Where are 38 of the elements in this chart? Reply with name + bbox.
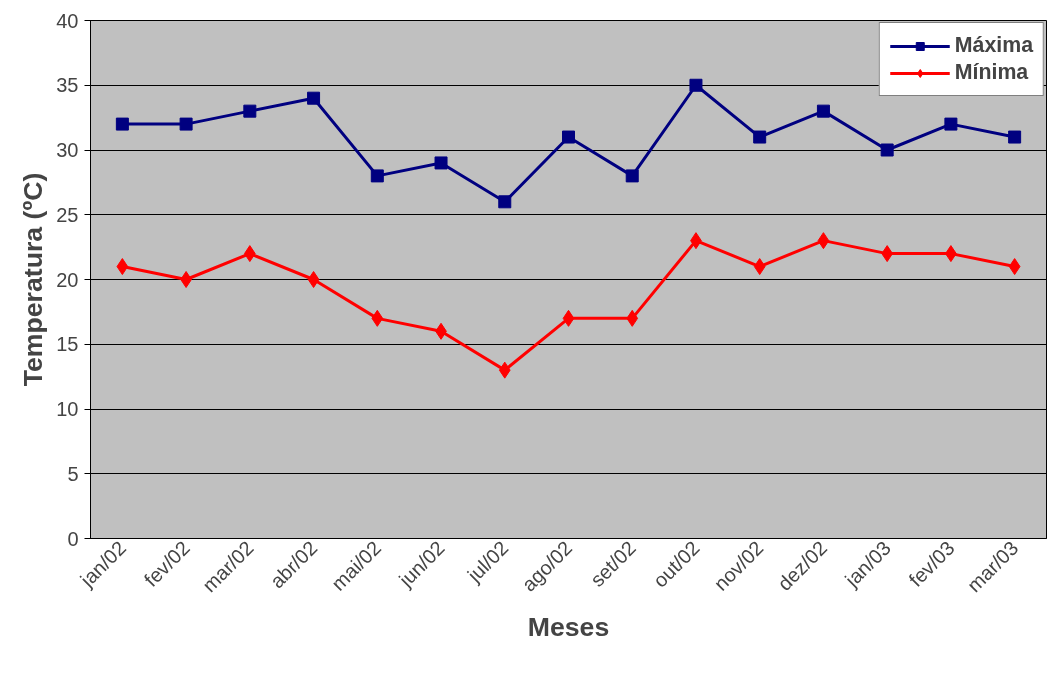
point [180,271,192,288]
y-tick-label: 20 [56,268,79,291]
point [370,169,384,183]
point [626,309,639,327]
point [689,78,703,92]
y-tick-label: 25 [56,203,79,226]
point [562,130,575,144]
y-tick-label: 30 [56,139,79,161]
point [179,117,193,131]
point [115,117,129,131]
y-tick-label: 0 [67,527,79,550]
y-tick-label: 10 [56,398,79,420]
point [498,195,512,209]
point [816,104,830,118]
y-axis-title: Temperatura (ºC) [18,172,49,387]
legend-label: Mínima [954,60,1029,85]
point [243,104,257,118]
point [1008,130,1022,144]
y-tick-label: 5 [67,462,79,485]
x-axis-title: Meses [527,612,610,643]
point [944,117,958,131]
point [498,361,511,379]
y-tick-label: 40 [56,9,79,32]
point [625,169,639,183]
point [753,258,766,276]
point [371,309,384,327]
point [562,309,575,327]
point [1008,258,1021,276]
y-tick-label: 15 [56,333,79,356]
point [307,271,320,288]
point [434,156,448,170]
point [880,143,894,157]
point [817,232,830,250]
point [116,258,129,276]
y-tick-label: 35 [56,74,79,97]
legend-label: Máxima [954,33,1033,58]
point [307,91,321,105]
point [753,130,767,144]
